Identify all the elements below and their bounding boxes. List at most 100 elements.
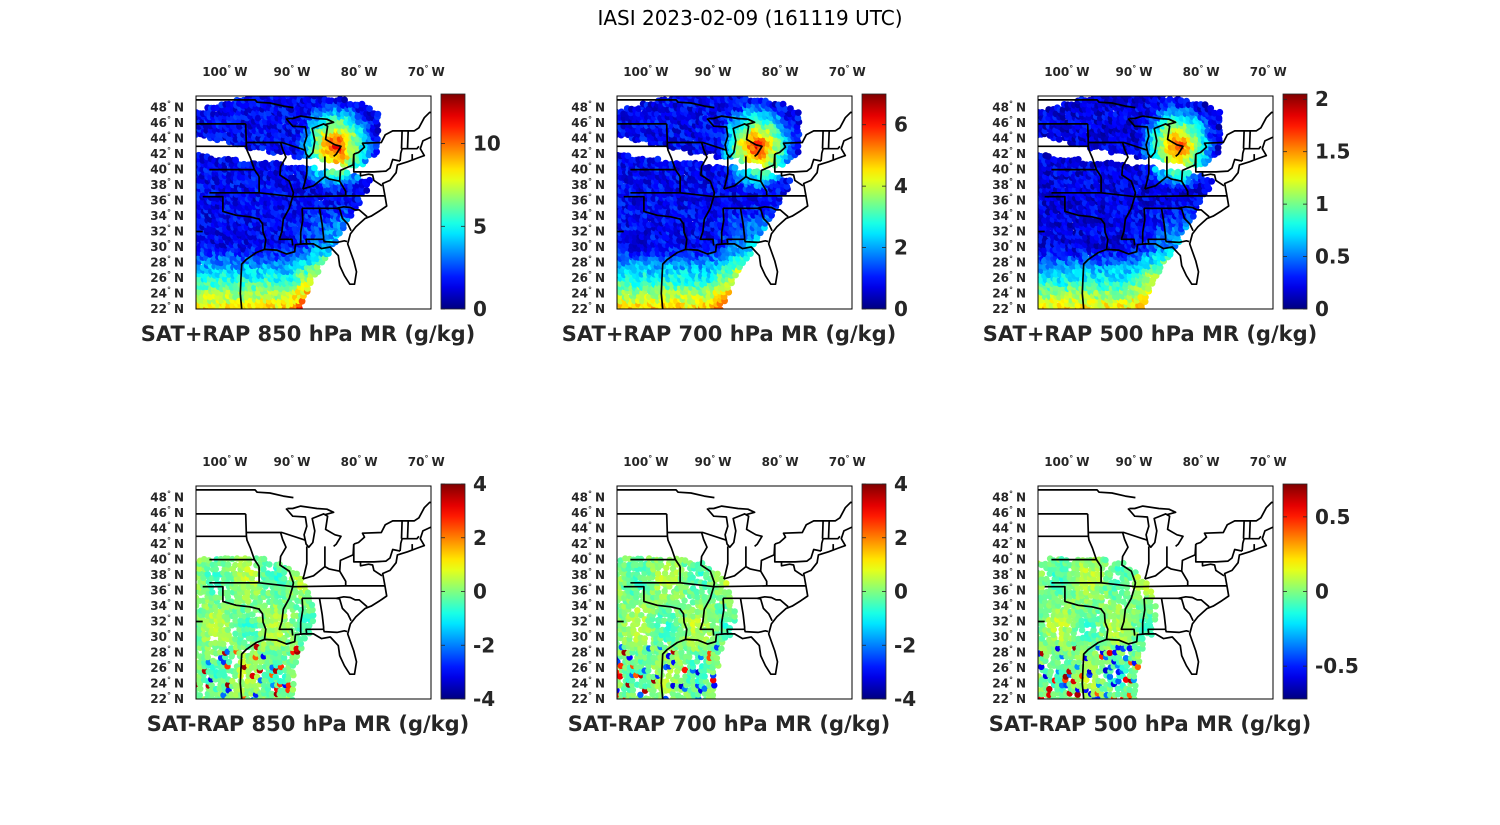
state-border — [1144, 565, 1168, 580]
lon-tick-label: 90° W — [695, 454, 732, 469]
state-border — [774, 501, 852, 545]
lat-tick-label: 44° N — [571, 521, 605, 536]
panel-caption-6: SAT-RAP 500 hPa MR (g/kg) — [989, 712, 1312, 736]
boundaries-5 — [617, 489, 852, 699]
map-frame-1 — [195, 95, 432, 310]
lon-tick-label: 100° W — [202, 454, 247, 469]
state-border — [287, 115, 335, 126]
state-border — [258, 218, 267, 250]
state-border — [617, 99, 715, 109]
lat-tick-label: 24° N — [150, 286, 184, 301]
state-border — [723, 565, 747, 580]
state-border — [708, 505, 756, 516]
state-border — [399, 145, 420, 162]
lat-tick-label: 26° N — [992, 660, 1026, 675]
lat-tick-label: 38° N — [571, 567, 605, 582]
state-border — [623, 585, 681, 611]
lat-tick-label: 28° N — [150, 645, 184, 660]
lon-tick-label: 90° W — [274, 64, 311, 79]
boundaries-3 — [1038, 99, 1273, 309]
panel-caption-5: SAT-RAP 700 hPa MR (g/kg) — [568, 712, 891, 736]
lon-tick-label: 70° W — [829, 454, 866, 469]
lat-tick-label: 40° N — [571, 162, 605, 177]
state-border — [1087, 531, 1148, 542]
lat-tick-label: 40° N — [992, 552, 1026, 567]
lat-tick-label: 32° N — [150, 614, 184, 629]
state-border — [301, 546, 308, 580]
lon-tick-label: 90° W — [1116, 454, 1153, 469]
data-field-4 — [196, 555, 317, 699]
state-border — [1044, 585, 1102, 611]
lat-tick-label: 46° N — [992, 505, 1026, 520]
colorbar-1 — [440, 93, 466, 310]
lat-tick-label: 30° N — [150, 629, 184, 644]
coastline — [239, 136, 431, 309]
lat-tick-label: 28° N — [992, 255, 1026, 270]
lat-tick-label: 44° N — [992, 521, 1026, 536]
lat-tick-label: 46° N — [571, 505, 605, 520]
lat-tick-label: 38° N — [150, 177, 184, 192]
lat-tick-label: 32° N — [571, 224, 605, 239]
panel-caption-1: SAT+RAP 850 hPa MR (g/kg) — [141, 322, 475, 346]
state-border — [666, 141, 727, 152]
lat-tick-label: 42° N — [992, 536, 1026, 551]
coastline — [1081, 526, 1273, 699]
colorbar-tick-label: 0.5 — [1315, 505, 1350, 529]
colorbar-3 — [1282, 93, 1308, 310]
state-border — [1143, 546, 1150, 580]
state-border — [773, 544, 822, 563]
state-border — [359, 561, 383, 577]
state-border — [1180, 180, 1189, 196]
lon-tick-label: 90° W — [695, 64, 732, 79]
colorbar-tick-label: 0 — [1315, 580, 1329, 604]
colorbar-tick-label: 4 — [473, 472, 487, 496]
lat-tick-label: 32° N — [150, 224, 184, 239]
coastline — [660, 526, 852, 699]
lat-tick-label: 22° N — [150, 301, 184, 316]
lat-tick-label: 32° N — [992, 224, 1026, 239]
state-border — [1051, 168, 1102, 178]
lat-tick-label: 46° N — [571, 115, 605, 130]
state-border — [1141, 598, 1146, 634]
lon-tick-label: 80° W — [341, 454, 378, 469]
colorbar-tick-label: 0 — [1315, 297, 1329, 321]
state-border — [1166, 544, 1197, 573]
lon-tick-label: 100° W — [1044, 64, 1089, 79]
lon-tick-label: 100° W — [1044, 454, 1089, 469]
state-border — [759, 570, 768, 586]
colorbar-tick-label: -0.5 — [1315, 654, 1359, 678]
state-border — [336, 207, 352, 232]
state-border — [196, 489, 294, 499]
state-border — [1141, 208, 1146, 244]
state-border — [245, 141, 306, 152]
lat-tick-label: 26° N — [992, 270, 1026, 285]
lat-tick-label: 36° N — [571, 583, 605, 598]
lat-tick-label: 44° N — [150, 131, 184, 146]
coastline — [660, 136, 852, 309]
lat-tick-label: 24° N — [150, 676, 184, 691]
lat-tick-label: 40° N — [571, 552, 605, 567]
state-border — [1178, 597, 1194, 622]
state-border — [324, 544, 355, 573]
state-border — [353, 111, 431, 155]
data-field-6 — [1038, 555, 1159, 699]
lon-tick-label: 90° W — [1116, 64, 1153, 79]
colorbar-tick-label: 10 — [473, 132, 501, 156]
colorbar-tick-label: 2 — [894, 526, 908, 550]
state-border — [1087, 141, 1148, 152]
colorbar-tick-label: 0 — [894, 297, 908, 321]
data-field-1 — [196, 96, 382, 309]
state-border — [1129, 505, 1177, 516]
panel-caption-2: SAT+RAP 700 hPa MR (g/kg) — [562, 322, 896, 346]
lon-tick-label: 70° W — [1250, 454, 1287, 469]
map-frame-3 — [1037, 95, 1274, 310]
map-panel-2: 100° W 90° W 80° W 70° W 48° N46° N44° N42° N40° N38°… — [562, 64, 908, 346]
state-border — [774, 111, 852, 155]
state-border — [623, 195, 681, 221]
state-border — [1248, 520, 1252, 539]
lat-tick-label: 24° N — [571, 286, 605, 301]
state-border — [1100, 218, 1109, 250]
state-border — [400, 520, 403, 539]
state-border — [302, 205, 368, 218]
